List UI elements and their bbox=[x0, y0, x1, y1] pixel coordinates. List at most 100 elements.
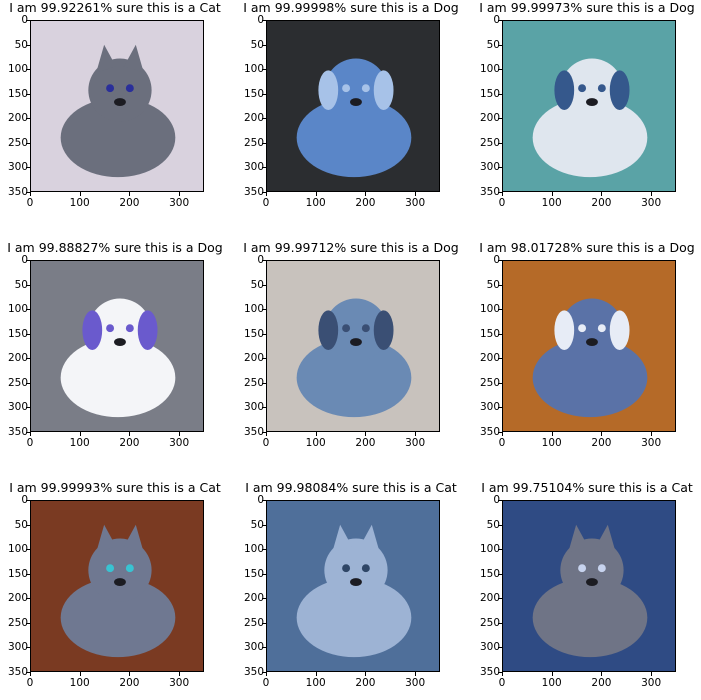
dog-ear-right bbox=[374, 70, 394, 110]
y-tick-label: 250 bbox=[244, 377, 264, 389]
y-tick-mark bbox=[262, 549, 266, 550]
y-tick-label: 300 bbox=[244, 161, 264, 173]
dog-ear-right bbox=[610, 70, 630, 110]
y-tick-mark bbox=[498, 407, 502, 408]
y-tick-mark bbox=[26, 285, 30, 286]
y-tick-label: 150 bbox=[480, 88, 500, 100]
x-tick-mark bbox=[266, 432, 267, 436]
y-tick-mark bbox=[262, 69, 266, 70]
y-tick-mark bbox=[262, 20, 266, 21]
y-tick-mark bbox=[262, 500, 266, 501]
y-tick-mark bbox=[498, 598, 502, 599]
x-tick-mark bbox=[651, 672, 652, 676]
x-tick-label: 100 bbox=[306, 677, 326, 689]
subplot-7: I am 99.99993% sure this is a Cat 0 50 100 1… bbox=[0, 480, 230, 700]
y-tick-label: 250 bbox=[480, 617, 500, 629]
x-tick-mark bbox=[30, 192, 31, 196]
subplot-3: I am 99.99973% sure this is a Dog 0 50 100 1… bbox=[472, 0, 701, 220]
dog-photo bbox=[31, 261, 203, 431]
y-tick-mark bbox=[498, 383, 502, 384]
y-tick-mark bbox=[498, 260, 502, 261]
y-tick-mark bbox=[498, 69, 502, 70]
y-tick-label: 200 bbox=[480, 592, 500, 604]
y-tick-mark bbox=[498, 167, 502, 168]
y-tick-mark bbox=[26, 358, 30, 359]
y-tick-mark bbox=[262, 647, 266, 648]
y-tick-mark bbox=[262, 167, 266, 168]
dog-eye-right bbox=[362, 84, 370, 92]
x-tick-mark bbox=[415, 672, 416, 676]
y-tick-mark bbox=[26, 549, 30, 550]
x-tick-mark bbox=[80, 672, 81, 676]
cat-nose bbox=[586, 578, 598, 586]
y-tick-label: 150 bbox=[244, 568, 264, 580]
image-axes bbox=[502, 500, 676, 672]
x-tick-label: 0 bbox=[499, 677, 506, 689]
x-tick-mark bbox=[552, 192, 553, 196]
y-tick-mark bbox=[26, 260, 30, 261]
subplot-1: I am 99.92261% sure this is a Cat 0 50 100 1… bbox=[0, 0, 230, 220]
cat-nose bbox=[114, 578, 126, 586]
y-tick-label: 100 bbox=[8, 543, 28, 555]
x-tick-label: 200 bbox=[119, 197, 139, 209]
y-tick-label: 200 bbox=[8, 592, 28, 604]
y-tick-mark bbox=[262, 45, 266, 46]
x-tick-mark bbox=[316, 432, 317, 436]
y-tick-label: 250 bbox=[244, 617, 264, 629]
x-tick-label: 0 bbox=[27, 677, 34, 689]
x-tick-label: 200 bbox=[119, 437, 139, 449]
image-axes bbox=[30, 20, 204, 192]
cat-nose bbox=[350, 578, 362, 586]
y-tick-label: 250 bbox=[8, 377, 28, 389]
dog-nose bbox=[114, 338, 126, 346]
subplot-title: I am 99.92261% sure this is a Cat bbox=[0, 0, 230, 15]
y-tick-label: 350 bbox=[480, 186, 500, 198]
y-tick-label: 350 bbox=[244, 666, 264, 678]
y-tick-label: 200 bbox=[480, 112, 500, 124]
x-tick-mark bbox=[502, 672, 503, 676]
y-tick-label: 100 bbox=[8, 63, 28, 75]
y-tick-mark bbox=[498, 549, 502, 550]
y-tick-label: 300 bbox=[8, 401, 28, 413]
y-tick-label: 100 bbox=[8, 303, 28, 315]
dog-ear-left bbox=[82, 310, 102, 350]
subplot-title: I am 99.88827% sure this is a Dog bbox=[0, 240, 230, 255]
x-tick-mark bbox=[129, 672, 130, 676]
subplot-title: I am 99.75104% sure this is a Cat bbox=[472, 480, 701, 495]
y-tick-mark bbox=[498, 118, 502, 119]
x-tick-mark bbox=[365, 192, 366, 196]
x-tick-mark bbox=[80, 192, 81, 196]
y-tick-mark bbox=[498, 358, 502, 359]
x-tick-mark bbox=[80, 432, 81, 436]
dog-nose bbox=[350, 338, 362, 346]
x-tick-label: 100 bbox=[70, 677, 90, 689]
x-tick-mark bbox=[316, 672, 317, 676]
x-tick-mark bbox=[415, 432, 416, 436]
y-tick-mark bbox=[26, 525, 30, 526]
y-tick-label: 350 bbox=[244, 426, 264, 438]
y-tick-label: 250 bbox=[480, 137, 500, 149]
dog-eye-left bbox=[578, 84, 586, 92]
x-tick-mark bbox=[552, 432, 553, 436]
cat-eye-right bbox=[126, 564, 134, 572]
x-tick-label: 0 bbox=[27, 437, 34, 449]
x-tick-label: 0 bbox=[499, 437, 506, 449]
subplot-8: I am 99.98084% sure this is a Cat 0 50 100 1… bbox=[236, 480, 466, 700]
y-tick-label: 150 bbox=[8, 88, 28, 100]
image-axes bbox=[502, 20, 676, 192]
y-tick-mark bbox=[26, 574, 30, 575]
y-tick-mark bbox=[498, 525, 502, 526]
y-tick-label: 150 bbox=[480, 328, 500, 340]
y-tick-label: 350 bbox=[480, 666, 500, 678]
y-tick-mark bbox=[262, 118, 266, 119]
y-tick-mark bbox=[498, 285, 502, 286]
y-tick-label: 100 bbox=[480, 63, 500, 75]
x-tick-label: 100 bbox=[70, 437, 90, 449]
dog-eye-right bbox=[362, 324, 370, 332]
x-tick-mark bbox=[316, 192, 317, 196]
y-tick-mark bbox=[26, 69, 30, 70]
subplot-title: I am 99.99712% sure this is a Dog bbox=[236, 240, 466, 255]
y-tick-label: 250 bbox=[480, 377, 500, 389]
y-tick-label: 300 bbox=[480, 161, 500, 173]
y-tick-mark bbox=[26, 94, 30, 95]
